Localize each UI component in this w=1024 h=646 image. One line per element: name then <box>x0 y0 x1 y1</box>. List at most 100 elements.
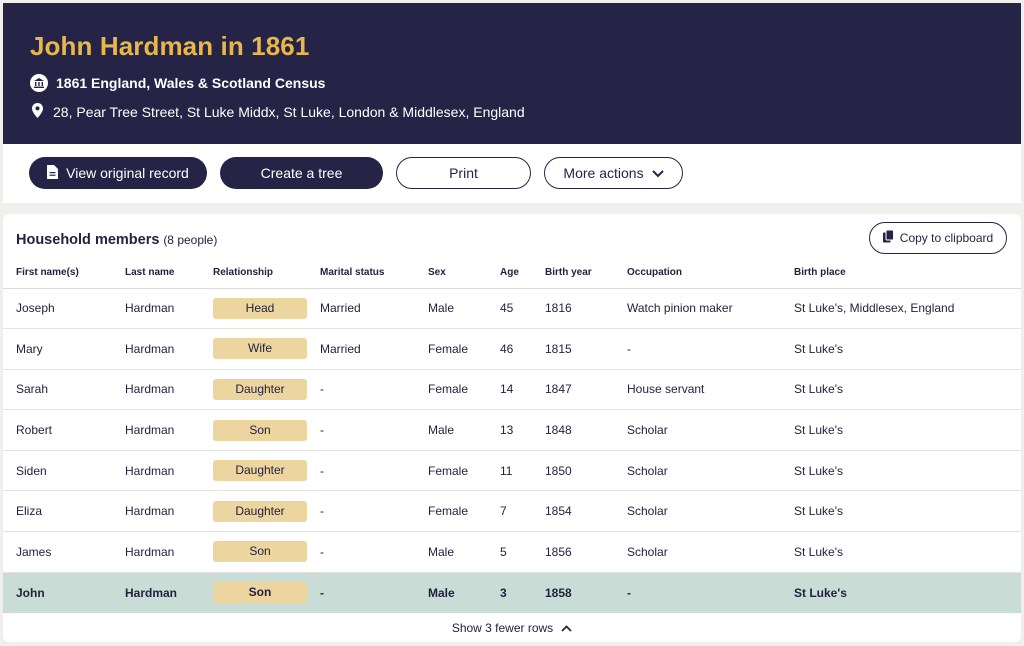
sex-cell: Male <box>428 531 500 573</box>
sex-cell: Male <box>428 288 500 330</box>
sex-cell: Female <box>428 328 500 370</box>
marital-status-cell: Married <box>320 328 428 370</box>
birth-year-cell: 1854 <box>545 490 627 533</box>
create-tree-label: Create a tree <box>260 165 343 181</box>
column-header: Last name <box>125 258 213 289</box>
actions-bar: View original record Create a tree Print… <box>3 144 1021 203</box>
occupation-cell: Scholar <box>627 490 794 533</box>
table-row[interactable]: Eliza Hardman Daughter - Female 7 1854 Scholar S… <box>3 490 1021 533</box>
birth-place-cell: St Luke's, Middlesex, England <box>794 288 1021 330</box>
occupation-cell: - <box>627 572 794 613</box>
marital-status-cell: - <box>320 572 428 613</box>
table-row[interactable]: Robert Hardman Son - Male 13 1848 Scholar St Luk… <box>3 409 1021 451</box>
birth-year-cell: 1847 <box>545 369 627 411</box>
more-actions-label: More actions <box>563 165 644 181</box>
table-row[interactable]: James Hardman Son - Male 5 1856 Scholar St Luke'… <box>3 531 1021 573</box>
occupation-cell: - <box>627 328 794 370</box>
copy-to-clipboard-button[interactable]: Copy to clipboard <box>869 222 1007 254</box>
table-row[interactable]: Sarah Hardman Daughter - Female 14 1847 House s… <box>3 369 1021 411</box>
first-name-cell: Joseph <box>3 288 125 330</box>
column-header: Marital status <box>320 258 428 289</box>
more-actions-button[interactable]: More actions <box>544 157 683 189</box>
household-panel: Household members (8 people) Copy to cli… <box>3 214 1021 642</box>
table-row[interactable]: Mary Hardman Wife Married Female 46 1815- St Lu… <box>3 328 1021 370</box>
age-cell: 14 <box>500 369 545 411</box>
table-header-row: First name(s) Last name Relationship Mar… <box>3 258 1021 289</box>
age-cell: 11 <box>500 450 545 492</box>
table-row[interactable]: John Hardman Son - Male 3 1858- St Luke's <box>3 572 1021 613</box>
last-name-cell: Hardman <box>125 369 213 411</box>
print-button[interactable]: Print <box>396 157 531 189</box>
last-name-cell: Hardman <box>125 288 213 330</box>
household-rows: Joseph Hardman Head Married Male 45 1816 Watch … <box>3 288 1021 613</box>
table-row[interactable]: Joseph Hardman Head Married Male 45 1816 Watch … <box>3 288 1021 330</box>
sex-cell: Female <box>428 450 500 492</box>
relationship-cell: Daughter <box>213 369 320 411</box>
household-heading: Household members (8 people) <box>16 231 217 248</box>
census-source: 1861 England, Wales & Scotland Census <box>30 72 325 94</box>
print-label: Print <box>449 165 478 181</box>
address-text: 28, Pear Tree Street, St Luke Middx, St … <box>53 104 525 120</box>
relationship-badge: Daughter <box>213 460 307 482</box>
age-cell: 3 <box>500 572 545 613</box>
last-name-cell: Hardman <box>125 409 213 451</box>
relationship-cell: Son <box>213 572 320 613</box>
column-header: Sex <box>428 258 500 289</box>
household-table: First name(s) Last name Relationship Mar… <box>3 258 1021 613</box>
record-address: 28, Pear Tree Street, St Luke Middx, St … <box>32 101 525 123</box>
birth-year-cell: 1815 <box>545 328 627 370</box>
birth-year-cell: 1816 <box>545 288 627 330</box>
relationship-cell: Wife <box>213 328 320 370</box>
relationship-badge: Son <box>213 541 307 563</box>
sex-cell: Female <box>428 369 500 411</box>
occupation-cell: House servant <box>627 369 794 411</box>
column-header: First name(s) <box>3 258 125 289</box>
column-header: Occupation <box>627 258 794 289</box>
first-name-cell: Siden <box>3 450 125 492</box>
age-cell: 5 <box>500 531 545 573</box>
view-original-record-button[interactable]: View original record <box>29 157 207 189</box>
census-name: 1861 England, Wales & Scotland Census <box>56 75 326 91</box>
relationship-cell: Son <box>213 531 320 573</box>
relationship-badge: Wife <box>213 338 307 360</box>
table-row[interactable]: Siden Hardman Daughter - Female 11 1850 Scholar… <box>3 450 1021 492</box>
last-name-cell: Hardman <box>125 328 213 370</box>
census-icon <box>30 74 48 92</box>
first-name-cell: Mary <box>3 328 125 370</box>
show-fewer-rows-button[interactable]: Show 3 fewer rows <box>3 619 1021 637</box>
document-icon <box>47 164 59 182</box>
sex-cell: Female <box>428 490 500 533</box>
relationship-cell: Head <box>213 288 320 330</box>
last-name-cell: Hardman <box>125 490 213 533</box>
age-cell: 46 <box>500 328 545 370</box>
location-pin-icon <box>32 103 43 121</box>
first-name-cell: John <box>3 572 125 613</box>
relationship-badge: Daughter <box>213 500 307 522</box>
relationship-badge: Head <box>213 297 307 319</box>
birth-place-cell: St Luke's <box>794 409 1021 451</box>
birth-year-cell: 1856 <box>545 531 627 573</box>
age-cell: 7 <box>500 490 545 533</box>
record-header: John Hardman in 1861 1861 England, Wales… <box>3 3 1021 144</box>
birth-place-cell: St Luke's <box>794 572 1021 613</box>
view-original-record-label: View original record <box>66 165 189 181</box>
marital-status-cell: Married <box>320 288 428 330</box>
birth-year-cell: 1848 <box>545 409 627 451</box>
relationship-cell: Daughter <box>213 490 320 533</box>
age-cell: 13 <box>500 409 545 451</box>
household-title: Household members <box>16 232 160 248</box>
create-tree-button[interactable]: Create a tree <box>220 157 383 189</box>
birth-year-cell: 1850 <box>545 450 627 492</box>
last-name-cell: Hardman <box>125 572 213 613</box>
relationship-badge: Daughter <box>213 378 307 400</box>
birth-year-cell: 1858 <box>545 572 627 613</box>
birth-place-cell: St Luke's <box>794 531 1021 573</box>
occupation-cell: Scholar <box>627 531 794 573</box>
column-header: Age <box>500 258 545 289</box>
age-cell: 45 <box>500 288 545 330</box>
occupation-cell: Scholar <box>627 409 794 451</box>
relationship-cell: Daughter <box>213 450 320 492</box>
clipboard-icon <box>882 229 894 246</box>
birth-place-cell: St Luke's <box>794 490 1021 533</box>
sex-cell: Male <box>428 572 500 613</box>
